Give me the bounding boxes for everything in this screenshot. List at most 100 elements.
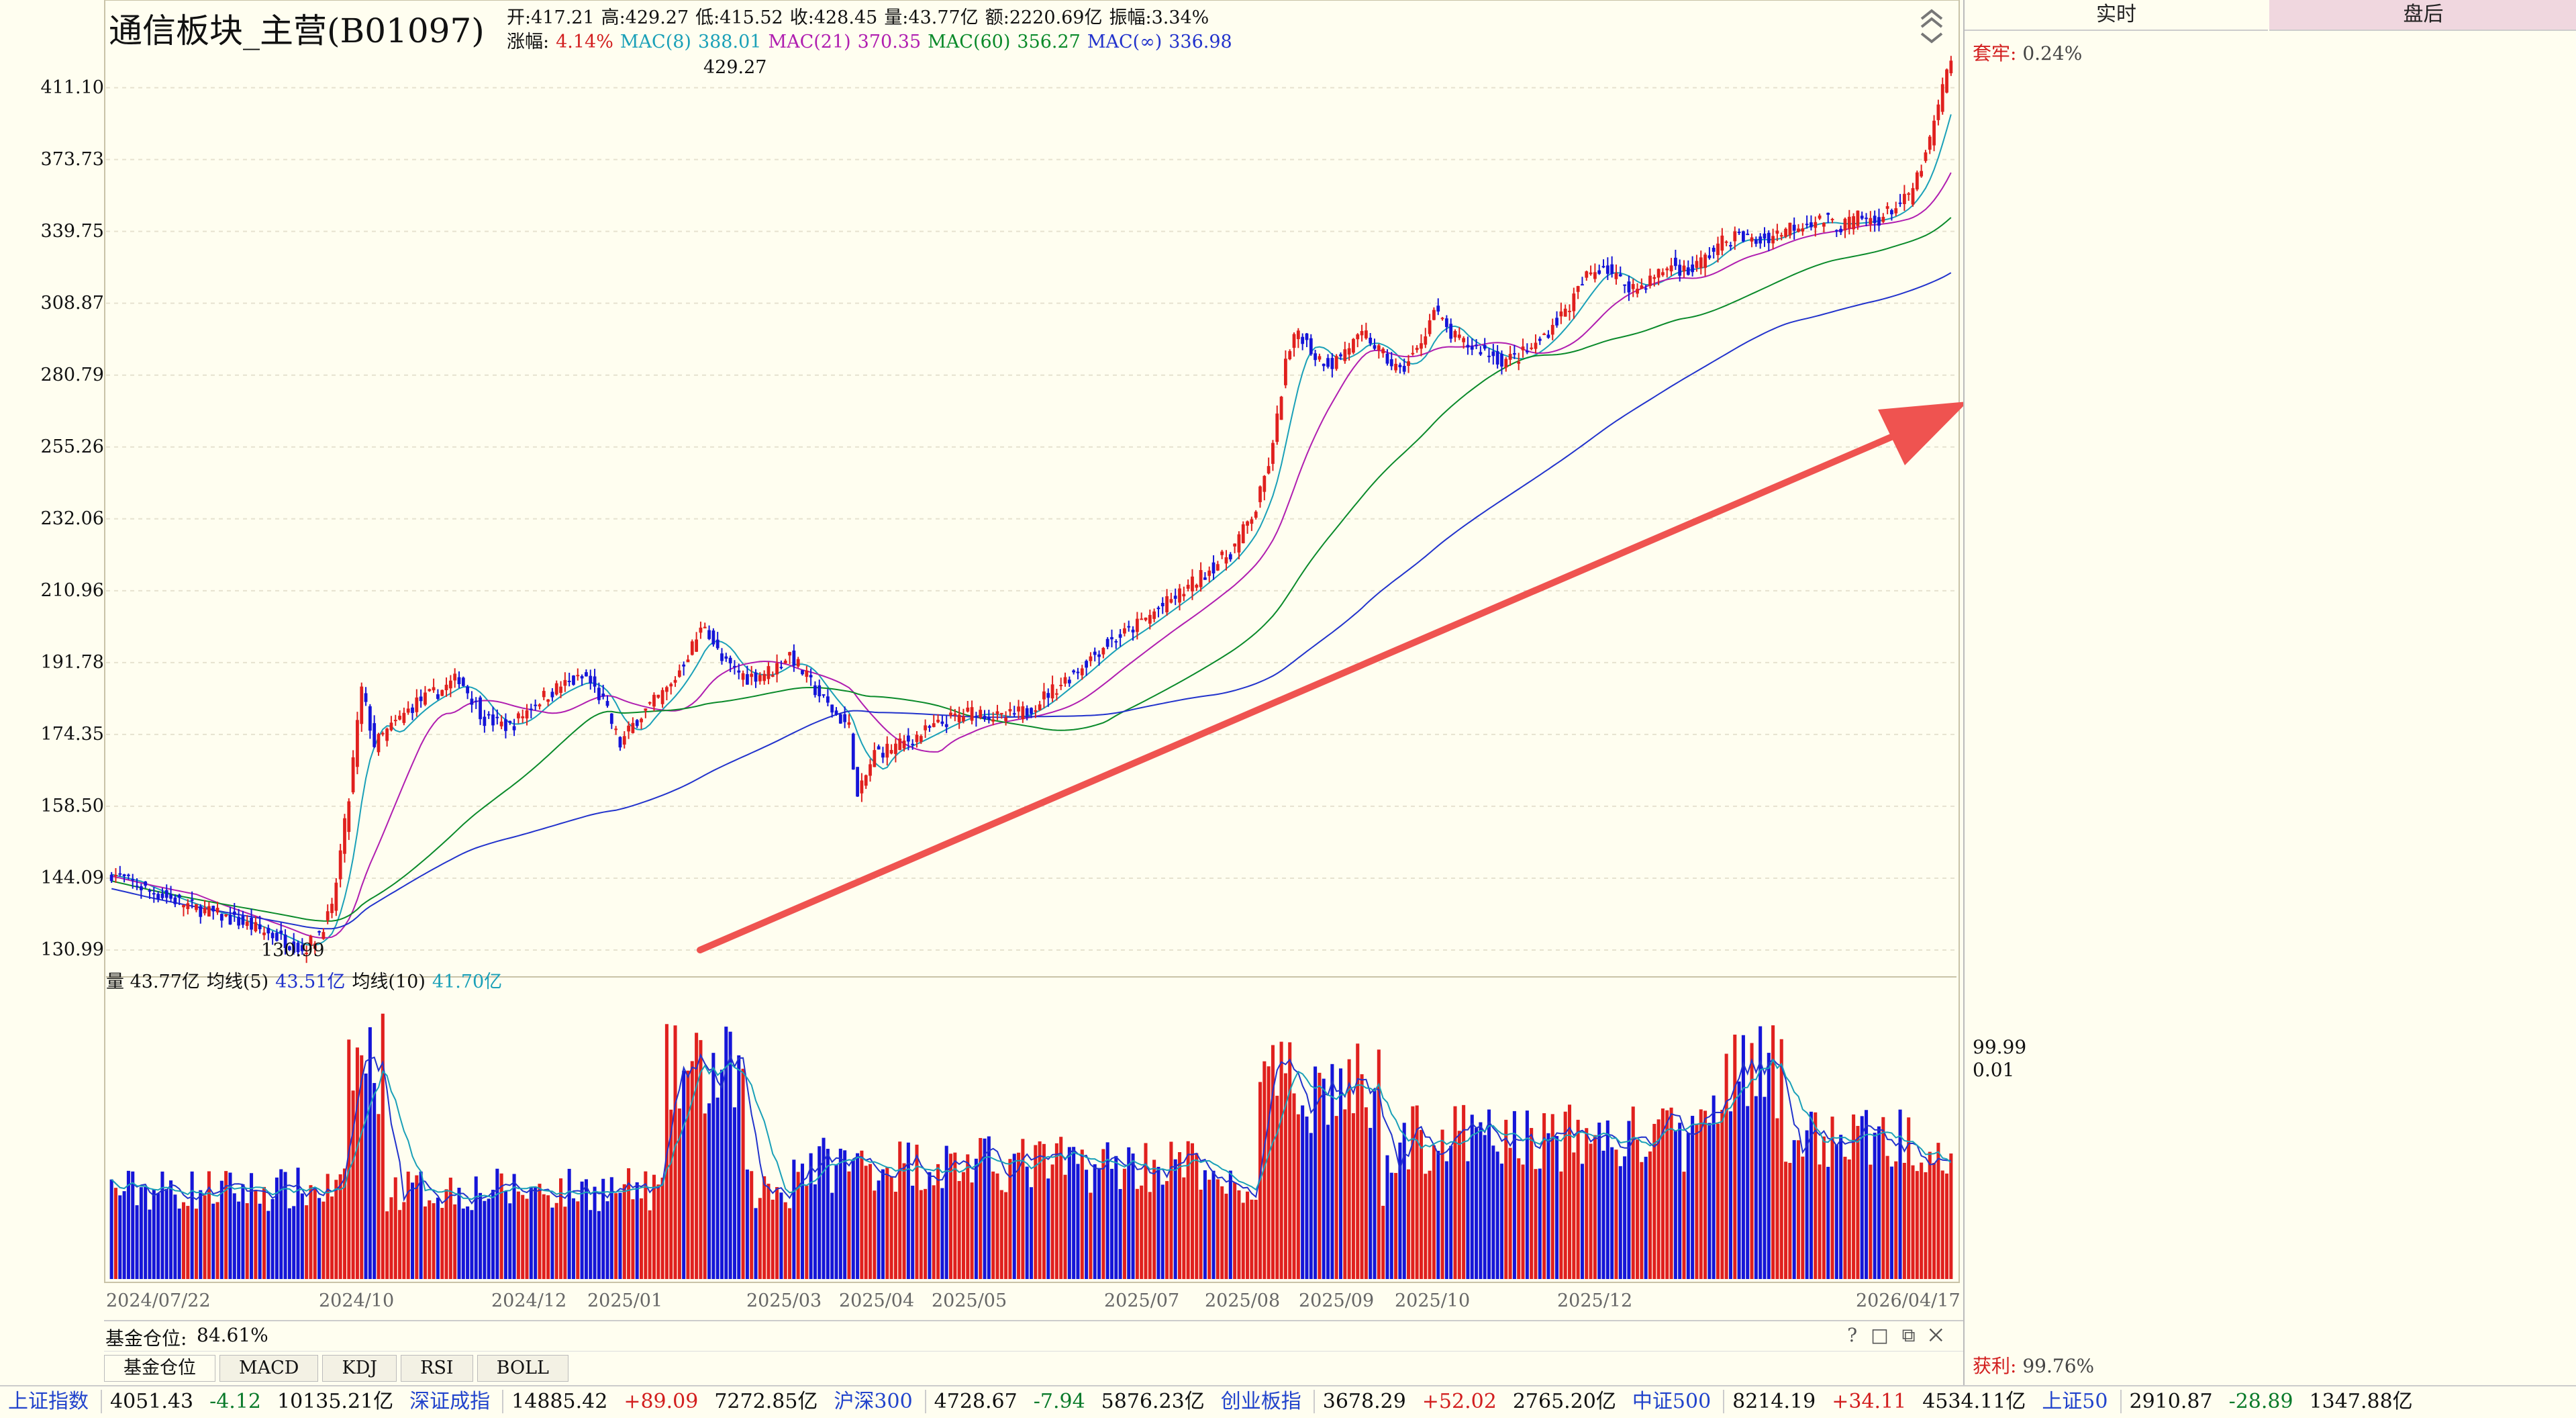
status-index-value: 2910.87 [2129,1390,2213,1413]
volume-bar [677,1108,681,1279]
candle-body [241,916,245,925]
candle-body [1275,413,1279,442]
fund-position-panel: 基金仓位: 84.61% ?□⧉✕ [104,1320,1963,1352]
volume-bar [436,1197,440,1279]
candle-body [377,734,381,753]
chart-frame [104,0,1960,1283]
candle-body [173,897,177,904]
volume-bar [499,1173,503,1279]
help-icon[interactable]: ? [1847,1324,1871,1346]
candle-body [1241,524,1245,544]
volume-bar [1101,1149,1105,1279]
ma-label: MAC(8) [620,32,691,52]
candle-body [389,722,393,730]
close-icon[interactable]: ✕ [1928,1324,1956,1346]
indicator-tab[interactable]: BOLL [477,1355,568,1382]
candle-body [1733,231,1737,242]
y-tick-label: 339.75 [40,220,104,242]
candle-body [1428,320,1432,334]
candle-body [199,906,203,917]
candle-body [1605,265,1609,274]
volume-bar [1334,1116,1338,1279]
candle-body [279,931,283,934]
collapse-icon[interactable] [1916,4,1947,44]
volume-bar [1877,1126,1881,1279]
indicator-tab[interactable]: 基金仓位 [104,1355,215,1382]
candle-body [1220,551,1224,555]
restore-icon[interactable]: □ [1871,1324,1902,1346]
volume-bar [1758,1026,1763,1279]
candle-body [219,914,224,921]
candle-body [424,692,427,705]
candle-body [779,667,783,669]
tab-after-hours[interactable]: 盘后 [2269,0,2576,31]
volume-bar [970,1182,974,1279]
candle-body [262,933,266,935]
volume-bar [1475,1127,1479,1279]
volume-bar [1585,1128,1589,1279]
candle-body [745,674,749,685]
candle-body [741,673,745,680]
volume-bar [1211,1170,1216,1279]
trend-arrow-shaft [697,433,1896,953]
indicator-tab[interactable]: MACD [219,1355,319,1382]
y-tick-label: 373.73 [40,148,104,170]
tab-realtime[interactable]: 实时 [1965,0,2268,31]
volume-bar [224,1171,228,1279]
candle-body [889,750,893,754]
volume-bar [1678,1123,1682,1279]
volume-bar [1165,1181,1169,1279]
volume-bar [1686,1133,1690,1279]
ma-label: MAC(∞) [1087,32,1162,52]
volume-bar [1775,1118,1779,1279]
candle-body [1436,305,1440,312]
candle-body [1856,210,1860,226]
candle-body [1737,232,1741,234]
volume-bar [745,1169,749,1279]
candle-body [822,694,826,696]
volume-bar [974,1158,978,1279]
volume-bar [479,1192,483,1279]
x-tick-label: 2024/10 [319,1290,395,1311]
trapped-value: 0.24% [2022,42,2083,64]
candle-body [1262,475,1267,492]
volume-bar [911,1185,915,1279]
candle-body [444,684,448,691]
maximize-icon[interactable]: ⧉ [1901,1324,1929,1346]
volume-bar [1580,1164,1584,1279]
volume-bar [889,1176,893,1279]
volume-bar [1105,1142,1109,1279]
volume-bar [1911,1165,1915,1279]
x-tick-label: 2025/10 [1395,1290,1471,1311]
indicator-tab[interactable]: RSI [401,1355,473,1382]
volume-bar [1936,1143,1940,1279]
volume-bar [1394,1173,1398,1279]
volume-bar [1364,1107,1368,1279]
volume-bar [1428,1170,1432,1279]
candle-body [1283,359,1287,385]
volume-bar [1250,1199,1254,1279]
volume-bar [1046,1178,1050,1279]
candle-body [364,693,368,702]
volume-bar [1347,1059,1351,1279]
candle-body [1504,359,1508,368]
candle-body [1309,338,1313,354]
indicator-tab[interactable]: KDJ [322,1355,397,1382]
x-tick-label: 2026/04/17 [1856,1290,1961,1311]
volume-bar [995,1173,999,1279]
volume-bar [1652,1123,1656,1279]
candle-body [356,720,359,767]
candle-body [156,894,160,900]
candle-body [1754,239,1758,244]
volume-bar [1076,1164,1080,1279]
volume-bar [1466,1161,1470,1279]
candle-body [1525,350,1529,352]
candle-body [1847,216,1851,229]
volume-bar [419,1171,423,1279]
candle-body [266,928,270,934]
volume-bar [1881,1117,1885,1279]
volume-bar [885,1167,889,1279]
candle-body [1822,223,1826,227]
volume-bar [1177,1152,1182,1279]
volume-bar [245,1203,249,1279]
